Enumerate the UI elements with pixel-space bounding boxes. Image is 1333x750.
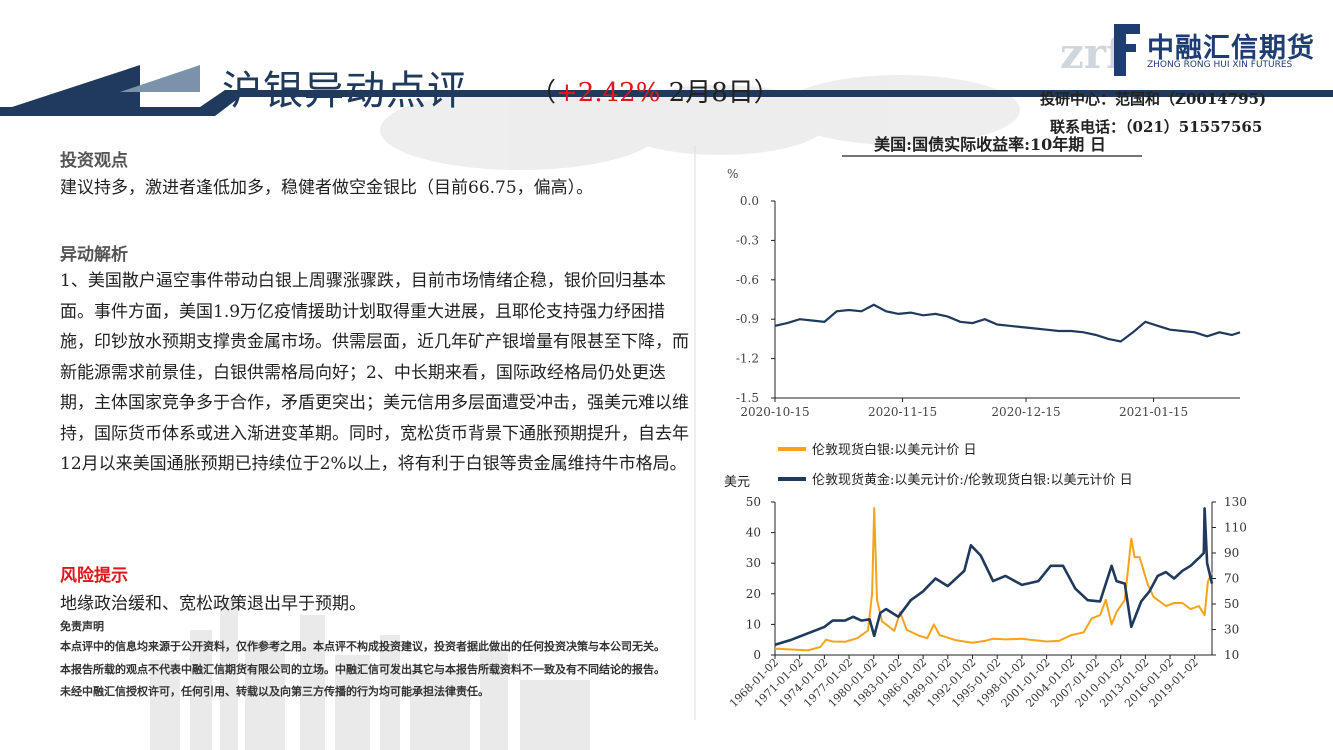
- y-tick-label-left: 10: [746, 617, 761, 631]
- page-title: 沪银异动点评: [222, 68, 468, 114]
- silver-gold-ratio-chart: 伦敦现货白银:以美元计价 日 伦敦现货黄金:以美元计价:/伦敦现货白银:以美元计…: [724, 442, 1247, 710]
- header-banner-shape: [0, 90, 1333, 116]
- analysis-title: 异动解析: [60, 245, 128, 265]
- logo-company-sub: ZHONG RONG HUI XIN FUTURES: [1147, 60, 1293, 70]
- y-tick-label-left: 40: [746, 526, 761, 540]
- view-text: 建议持多，激进者逢低加多，稳健者做空金银比（目前66.75，偏高）。: [60, 178, 594, 198]
- y-tick-label-right: 130: [1224, 495, 1247, 509]
- y-tick-label: -1.5: [736, 391, 759, 405]
- view-title: 投资观点: [60, 151, 128, 171]
- x-tick-label: 2020-10-15: [740, 405, 809, 419]
- y-tick-label: -0.9: [736, 312, 759, 326]
- x-tick-label: 2020-11-15: [868, 405, 937, 419]
- price-change: （+2.42% 2月8日）: [530, 72, 780, 109]
- x-tick-label: 2021-01-15: [1119, 405, 1188, 419]
- contact-center: 投研中心：范国和（Z0014795): [1040, 90, 1267, 108]
- y-tick-label-right: 30: [1224, 623, 1239, 637]
- header-triangle-light: [120, 65, 200, 92]
- legend-ratio: 伦敦现货黄金:以美元计价:/伦敦现货白银:以美元计价 日: [812, 472, 1133, 488]
- disclaimer-title: 免责声明: [60, 620, 104, 633]
- y-tick-label-left: 30: [746, 556, 761, 570]
- y-tick-label-right: 10: [1224, 648, 1239, 662]
- y-tick-label: 0.0: [740, 194, 759, 208]
- header-triangle-dark: [12, 65, 140, 107]
- y-tick-label-right: 110: [1224, 521, 1247, 535]
- contact-phone: 联系电话：（021）51557565: [1050, 118, 1263, 136]
- y-tick-label-right: 70: [1224, 572, 1239, 586]
- x-tick-label: 2020-12-15: [991, 405, 1060, 419]
- y-tick-label: -0.6: [736, 273, 759, 287]
- change-value: +2.42%: [556, 78, 661, 108]
- change-date: 2月8日）: [660, 78, 780, 108]
- y-tick-label-right: 50: [1224, 597, 1239, 611]
- change-open: （: [530, 78, 557, 108]
- y-tick-label-left: 20: [746, 587, 761, 601]
- y-tick-label: -0.3: [736, 233, 759, 247]
- chart-title: 美国:国债实际收益率:10年期 日: [874, 135, 1106, 154]
- logo-company-name: 中融汇信期货: [1147, 33, 1315, 64]
- y-axis-unit-left: 美元: [724, 475, 750, 490]
- y-tick-label: -1.2: [736, 352, 759, 366]
- series-line-1: [774, 507, 1214, 647]
- series-line-0: [774, 303, 1241, 343]
- legend: 伦敦现货白银:以美元计价 日 伦敦现货黄金:以美元计价:/伦敦现货白银:以美元计…: [778, 442, 1133, 488]
- y-tick-label-left: 0: [753, 648, 761, 662]
- real-yield-chart: 美国:国债实际收益率:10年期 日 % 0.0 -0.3 -0.6 -0.9 -1.2 -…: [727, 135, 1241, 419]
- y-axis-unit: %: [727, 167, 738, 181]
- analysis-text: 1、美国散户逼空事件带动白银上周骤涨骤跌，目前市场情绪企稳，银价回归基本面。事件…: [60, 271, 689, 474]
- series-line-0: [774, 507, 1213, 652]
- risk-title: 风险提示: [60, 566, 128, 586]
- company-logo-icon: zrf: [1060, 24, 1140, 78]
- y-tick-label-left: 50: [746, 495, 761, 509]
- legend-silver: 伦敦现货白银:以美元计价 日: [812, 442, 977, 458]
- disclaimer-text: 本点评中的信息均来源于公开资料，仅作参考之用。本点评不构成投资建议，投资者据此做…: [60, 640, 665, 698]
- risk-text: 地缘政治缓和、宽松政策退出早于预期。: [60, 594, 366, 614]
- y-tick-label-right: 90: [1224, 546, 1239, 560]
